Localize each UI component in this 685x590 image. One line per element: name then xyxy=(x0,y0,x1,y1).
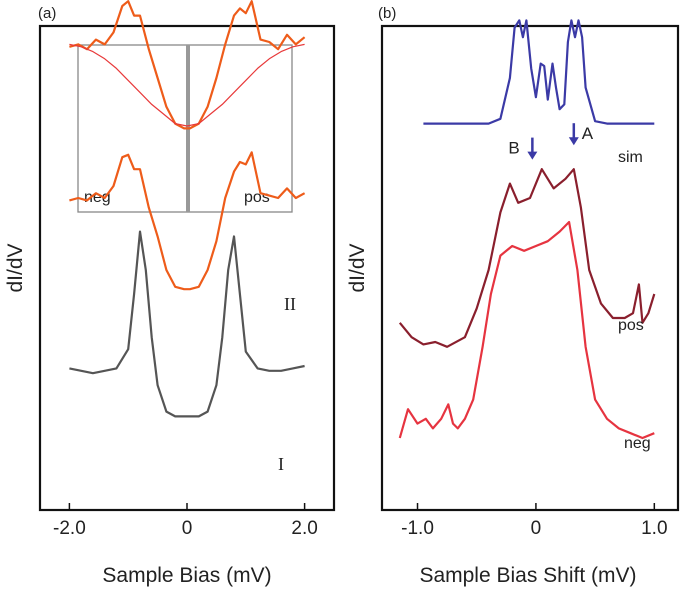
x-tick-label: 0 xyxy=(531,518,542,539)
series-i xyxy=(69,230,305,418)
series-inset-orange xyxy=(69,0,306,130)
panel-a-ylabel: dI/dV xyxy=(4,243,27,292)
panel-a-xlabel: Sample Bias (mV) xyxy=(102,564,271,587)
x-tick-label: 0 xyxy=(182,518,193,539)
panel-b-ylabel: dI/dV xyxy=(346,243,369,292)
x-tick-label: -1.0 xyxy=(401,518,434,539)
inset-pos-label: pos xyxy=(244,189,270,206)
series-neg xyxy=(398,220,655,440)
curve-label-pos: pos xyxy=(618,317,644,334)
panel-b: (b) -1.0 0 1.0 A B sim pos neg dI/dV Sample… xyxy=(346,5,680,587)
series-ii xyxy=(69,151,306,291)
annotation-b: B xyxy=(508,139,519,158)
inset-frame xyxy=(77,44,293,213)
x-tick-label: 2.0 xyxy=(291,518,317,539)
series-pos xyxy=(398,168,656,348)
curve-label-sim: sim xyxy=(618,149,643,166)
x-tick-label: 1.0 xyxy=(641,518,667,539)
curve-label-ii: II xyxy=(284,294,296,314)
curve-label-neg: neg xyxy=(624,435,651,452)
arrow-head-b xyxy=(527,151,538,160)
panel-a: (a) neg pos -2.0 0 2.0 II I dI/dV Sample B… xyxy=(4,0,336,587)
series-sim xyxy=(423,19,655,125)
inset-neg-label: neg xyxy=(84,189,111,206)
panel-a-label: (a) xyxy=(38,5,56,22)
series-inset-fit xyxy=(69,43,305,127)
panel-b-xlabel: Sample Bias Shift (mV) xyxy=(419,564,636,587)
panel-b-label: (b) xyxy=(378,5,396,22)
panel-b-frame xyxy=(380,24,680,512)
arrow-head-a xyxy=(568,137,579,146)
curve-label-i: I xyxy=(278,454,284,474)
x-tick-label: -2.0 xyxy=(53,518,86,539)
annotation-a: A xyxy=(582,124,594,143)
